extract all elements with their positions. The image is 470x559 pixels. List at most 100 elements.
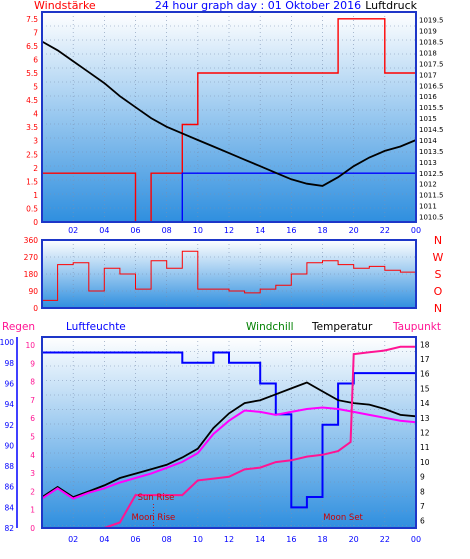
legend-item: Regen [2, 321, 35, 333]
moon-set-label: Moon Set [323, 513, 363, 523]
plot-frame [41, 11, 417, 223]
left-tick-label: 0 [33, 304, 38, 313]
rain-tick-label: 2 [30, 487, 35, 496]
temperature-tick-label: 13 [420, 414, 430, 423]
right-tick-label: 1016.5 [419, 82, 444, 90]
plot-frame [41, 336, 417, 529]
right-tick-label: 1018.5 [419, 39, 444, 47]
x-tick-label: 16 [286, 535, 296, 544]
right-tick-label: 1015 [419, 115, 437, 123]
humidity-tick-label: 90 [4, 441, 14, 450]
rain-tick-label: 9 [30, 359, 35, 368]
right-tick-label: 1018 [419, 49, 437, 57]
right-tick-label: 1014.5 [419, 126, 444, 134]
x-tick-label: 00 [411, 226, 421, 235]
right-tick-label: 1017 [419, 71, 437, 79]
series-dewpoint-line [41, 406, 417, 500]
humidity-tick-label: 88 [4, 462, 14, 471]
legend-item: Temperatur [311, 321, 373, 333]
rain-tick-label: 10 [25, 341, 35, 350]
x-tick-label: 10 [193, 535, 203, 544]
temperature-tick-label: 11 [420, 443, 430, 452]
right-tick-label: 1019 [419, 28, 437, 36]
left-tick-label: 4 [33, 110, 38, 119]
right-tick-label: 1011 [419, 203, 437, 211]
left-tick-label: 1 [33, 191, 38, 200]
legend-item: Luftfeuchte [66, 321, 126, 333]
right-tick-label: 1011.5 [419, 192, 444, 200]
humidity-tick-label: 82 [4, 524, 14, 533]
temperature-tick-label: 10 [420, 458, 430, 467]
x-tick-label: 04 [99, 535, 109, 544]
left-tick-label: 180 [24, 270, 39, 279]
x-tick-label: 14 [255, 226, 265, 235]
x-tick-label: 14 [255, 535, 265, 544]
temperature-tick-label: 17 [420, 355, 430, 364]
humidity-tick-label: 96 [4, 379, 14, 388]
sun-rise-label: Sun Rise [138, 493, 175, 503]
x-tick-label: 12 [224, 226, 234, 235]
x-tick-label: 18 [317, 535, 327, 544]
left-tick-label: 6 [33, 55, 38, 64]
left-tick-label: 3.5 [26, 123, 38, 132]
temperature-tick-label: 9 [420, 473, 425, 482]
left-tick-label: 270 [24, 253, 39, 262]
temperature-tick-label: 18 [420, 340, 430, 349]
rain-tick-label: 7 [30, 396, 35, 405]
series-gust-line [42, 18, 416, 223]
temperature-tick-label: 15 [420, 384, 430, 393]
rain-tick-label: 6 [30, 414, 35, 423]
left-tick-label: 6.5 [26, 42, 38, 51]
right-tick-label: 1016 [419, 93, 437, 101]
humidity-tick-label: 92 [4, 421, 14, 430]
right-tick-label: 1014 [419, 137, 437, 145]
left-tick-label: 5 [33, 83, 38, 92]
series-pressure-line [41, 40, 417, 187]
x-tick-label: 12 [224, 535, 234, 544]
temperature-tick-label: 8 [420, 487, 425, 496]
right-tick-label: 1013.5 [419, 148, 444, 156]
left-tick-label: 2.5 [26, 150, 38, 159]
humidity-tick-label: 94 [4, 400, 14, 409]
left-tick-label: 2 [33, 164, 38, 173]
plot-frame [41, 239, 417, 309]
rain-tick-label: 1 [30, 506, 35, 515]
left-tick-label: 0 [33, 218, 38, 227]
series-wind-direction-line [42, 250, 417, 301]
rain-tick-label: 0 [30, 524, 35, 533]
x-tick-label: 04 [99, 226, 109, 235]
legend-item: Windchill [246, 321, 294, 333]
x-tick-label: 06 [130, 226, 140, 235]
x-tick-label: 20 [349, 226, 359, 235]
x-tick-label: 00 [411, 535, 421, 544]
left-tick-label: 3 [33, 137, 38, 146]
grid [42, 240, 416, 308]
right-tick-label: 1017.5 [419, 60, 444, 68]
compass-label: N [434, 302, 442, 315]
x-tick-label: 20 [349, 535, 359, 544]
x-tick-label: 22 [380, 226, 390, 235]
left-tick-label: 90 [28, 287, 38, 296]
right-tick-label: 1010.5 [419, 214, 444, 222]
left-tick-label: 360 [24, 236, 39, 245]
series-temperature-line [41, 381, 417, 499]
right-tick-label: 1015.5 [419, 104, 444, 112]
left-tick-label: 4.5 [26, 96, 38, 105]
legend-item: Taupunkt [392, 321, 441, 333]
rain-tick-label: 3 [30, 469, 35, 478]
temperature-tick-label: 12 [420, 429, 430, 438]
humidity-tick-label: 86 [4, 483, 14, 492]
temperature-tick-label: 7 [420, 502, 425, 511]
temperature-tick-label: 16 [420, 370, 430, 379]
x-tick-label: 18 [317, 226, 327, 235]
compass-label: S [435, 268, 442, 281]
left-tick-label: 5.5 [26, 69, 38, 78]
right-tick-label: 1012 [419, 181, 437, 189]
moon-rise-label: Moon Rise [132, 513, 176, 523]
compass-label: N [434, 234, 442, 247]
rain-tick-label: 5 [30, 433, 35, 442]
x-tick-label: 22 [380, 535, 390, 544]
x-tick-label: 02 [68, 535, 78, 544]
left-tick-label: 1.5 [26, 177, 38, 186]
